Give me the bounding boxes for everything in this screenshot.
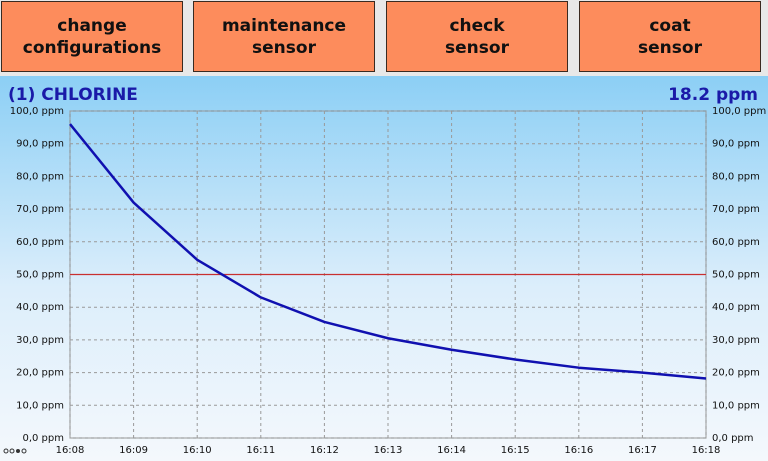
button-label: sensor [445, 37, 509, 58]
y-tick-label: 20,0 ppm [16, 368, 64, 379]
x-tick-label: 16:10 [183, 445, 212, 456]
button-label: coat [649, 15, 691, 36]
x-tick-label: 16:14 [437, 445, 466, 456]
y-tick-label: 60,0 ppm [16, 237, 64, 248]
y-tick-label: 30,0 ppm [16, 335, 64, 346]
y-tick-label: 0,0 ppm [22, 433, 64, 444]
x-tick-label: 16:11 [246, 445, 275, 456]
button-label: change [57, 15, 127, 36]
y2-tick-label: 80,0 ppm [712, 171, 760, 182]
chart-title: (1) CHLORINE [8, 85, 138, 105]
status-icon [3, 448, 27, 454]
data-line [69, 123, 707, 380]
chart: (1) CHLORINE 18.2 ppm 0,0 ppm 0,0 ppm 10,0… [0, 76, 768, 461]
x-tick-label: 16:16 [564, 445, 593, 456]
button-label: maintenance [221, 15, 347, 36]
y2-tick-label: 40,0 ppm [712, 302, 760, 313]
y-tick-label: 70,0 ppm [16, 204, 64, 215]
y2-tick-label: 30,0 ppm [712, 335, 760, 346]
y2-tick-label: 60,0 ppm [712, 237, 760, 248]
y-tick-label: 100,0 ppm [10, 106, 64, 117]
action-button[interactable]: coat sensor [579, 1, 761, 72]
button-label: sensor [638, 37, 702, 58]
action-button[interactable]: check sensor [386, 1, 568, 72]
y-tick-label: 10,0 ppm [16, 400, 64, 411]
action-button[interactable]: change configurations [1, 1, 183, 72]
y2-tick-label: 0,0 ppm [712, 433, 754, 444]
x-tick-label: 16:13 [374, 445, 403, 456]
button-label: check [449, 15, 505, 36]
x-tick-label: 16:12 [310, 445, 339, 456]
y2-tick-label: 50,0 ppm [712, 270, 760, 281]
button-bar: change configurations maintenance sensor che… [0, 0, 768, 76]
y2-tick-label: 10,0 ppm [712, 400, 760, 411]
current-value: 18.2 ppm [668, 85, 758, 105]
y-tick-label: 40,0 ppm [16, 302, 64, 313]
x-tick-label: 16:18 [692, 445, 721, 456]
y2-tick-label: 100,0 ppm [712, 106, 766, 117]
x-tick-label: 16:09 [119, 445, 148, 456]
chart-panel [0, 76, 768, 461]
x-tick-label: 16:15 [501, 445, 530, 456]
y2-tick-label: 90,0 ppm [712, 139, 760, 150]
x-tick-label: 16:08 [56, 445, 85, 456]
x-tick-label: 16:17 [628, 445, 657, 456]
y-tick-label: 50,0 ppm [16, 270, 64, 281]
button-label: configurations [22, 37, 162, 58]
y-tick-label: 90,0 ppm [16, 139, 64, 150]
y2-tick-label: 20,0 ppm [712, 368, 760, 379]
y-tick-label: 80,0 ppm [16, 171, 64, 182]
y2-tick-label: 70,0 ppm [712, 204, 760, 215]
action-button[interactable]: maintenance sensor [193, 1, 375, 72]
button-label: sensor [252, 37, 316, 58]
